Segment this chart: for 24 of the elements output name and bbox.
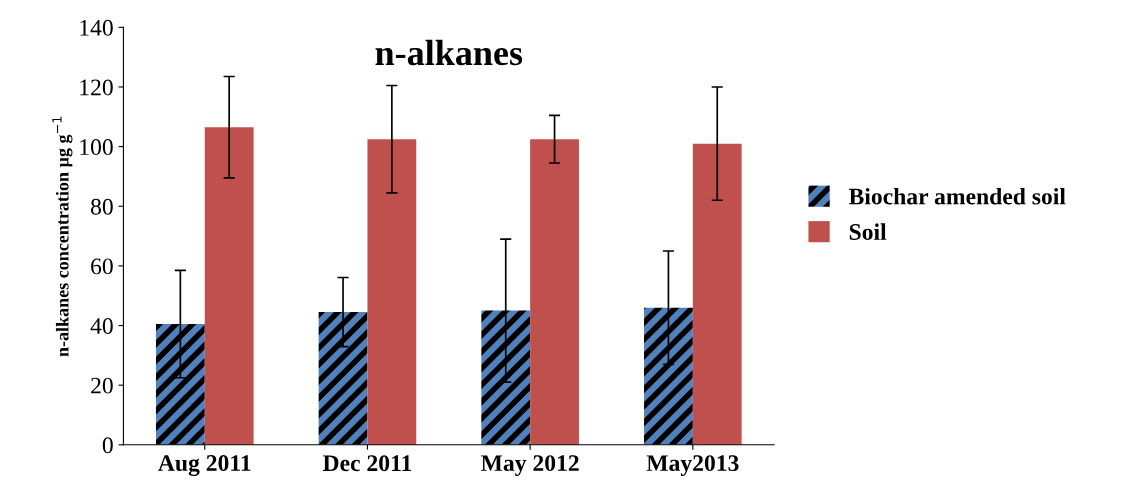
y-tick-label: 140 [80, 19, 113, 36]
x-tick-label: May 2012 [481, 455, 579, 476]
bar [318, 312, 368, 445]
y-axis-title: n-alkanes concentration µg g$^{−1}$ [52, 116, 73, 357]
y-tick-label: 60 [91, 258, 113, 275]
y-tick-label: 100 [80, 139, 113, 156]
legend-label: Biochar amended soil [848, 187, 1066, 205]
y-tick-label: 20 [91, 377, 113, 394]
x-tick-label: Aug 2011 [158, 455, 251, 476]
y-tick-label: 40 [90, 318, 113, 334]
bar [481, 310, 531, 445]
bar [204, 127, 254, 445]
bar [692, 143, 742, 445]
bar [155, 324, 205, 445]
x-tick-label: Dec 2011 [322, 455, 412, 472]
y-tick-label: 120 [80, 79, 113, 96]
x-tick-label: May2013 [646, 455, 739, 476]
bar [530, 139, 579, 445]
bar [367, 139, 417, 445]
y-tick-label: 0 [102, 437, 113, 454]
chart-title: n-alkanes [375, 39, 523, 66]
legend-label: Soil [849, 223, 887, 240]
y-tick-label: 80 [90, 198, 113, 215]
bar [644, 307, 693, 445]
